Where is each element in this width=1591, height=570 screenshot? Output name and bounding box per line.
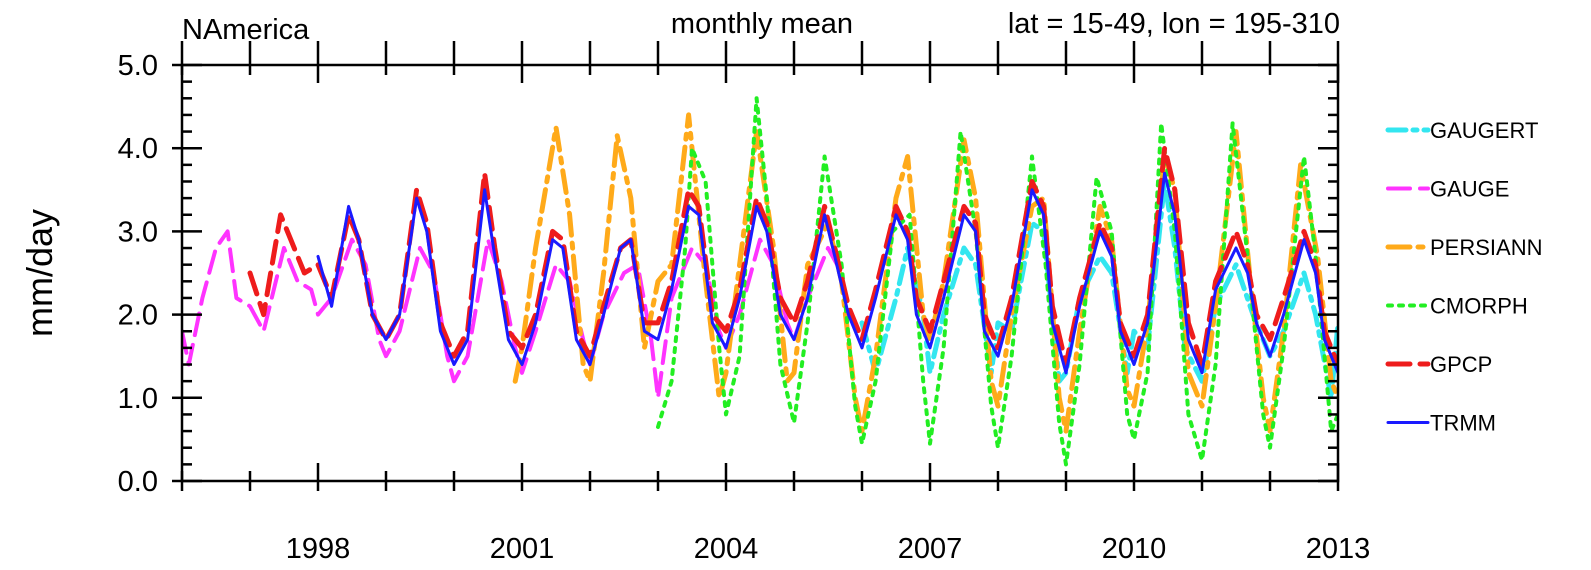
y-tick-label: 3.0 <box>118 216 158 248</box>
ticks-layer: 1998 2001 2004 2007 2010 2013 0.0 1.0 2.0 3.0 4.0 5… <box>118 41 1371 565</box>
legend-label-persiann: PERSIANN <box>1430 235 1542 260</box>
x-tick-label: 2001 <box>490 533 555 565</box>
legend: GAUGERT GAUGE PERSIANN CMORPH GPCP TRMM <box>1385 118 1542 436</box>
x-tick-label: 2004 <box>694 533 759 565</box>
legend-label-gpcp: GPCP <box>1430 352 1492 377</box>
y-tick-label: 1.0 <box>118 383 158 415</box>
y-tick-label: 2.0 <box>118 300 158 332</box>
chart-title-left: NAmerica <box>182 14 310 46</box>
chart-title-center: monthly mean <box>671 8 853 40</box>
series-gpcp-line <box>247 145 1338 367</box>
y-tick-label: 0.0 <box>118 466 158 498</box>
y-tick-label: 4.0 <box>118 133 158 165</box>
legend-label-trmm: TRMM <box>1430 411 1496 436</box>
x-tick-label: 2013 <box>1306 533 1371 565</box>
series-trmm-line <box>316 171 1338 375</box>
x-tick-label: 2010 <box>1102 533 1167 565</box>
y-axis-label: mm/day <box>19 209 60 337</box>
chart-title-right: lat = 15-49, lon = 195-310 <box>1008 8 1340 40</box>
x-tick-label: 1998 <box>286 533 351 565</box>
x-tick-label: 2007 <box>898 533 963 565</box>
legend-label-gauge: GAUGE <box>1430 177 1509 202</box>
series-cmorph-line <box>656 96 1338 467</box>
y-tick-label: 5.0 <box>118 50 158 82</box>
legend-label-cmorph: CMORPH <box>1430 294 1528 319</box>
series-layer <box>182 96 1338 467</box>
plot-frame <box>180 63 1340 483</box>
legend-label-gaugert: GAUGERT <box>1430 118 1538 143</box>
